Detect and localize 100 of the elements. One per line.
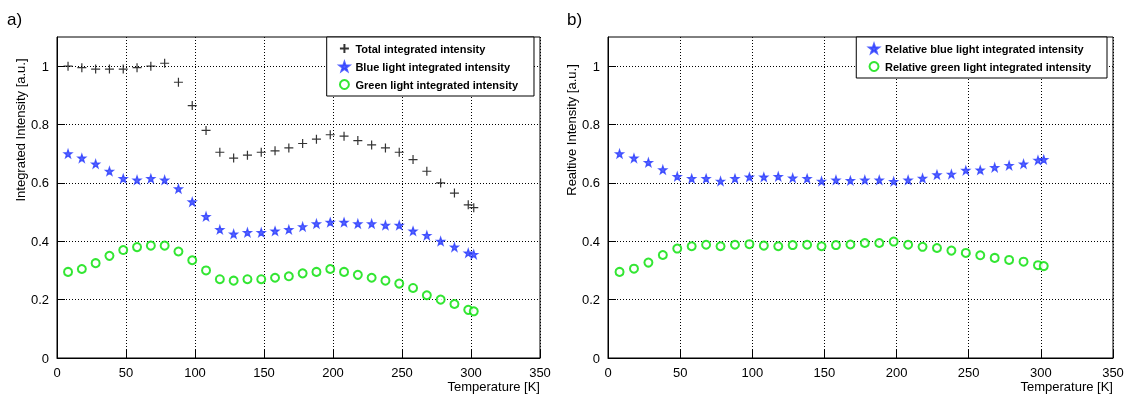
- point: [91, 159, 101, 169]
- point: [132, 175, 142, 185]
- point: [366, 272, 377, 283]
- point: [160, 175, 170, 185]
- point: [63, 149, 73, 159]
- point: [298, 222, 308, 232]
- point: [874, 175, 884, 185]
- point: [932, 170, 942, 180]
- point: [643, 157, 653, 168]
- point: [758, 240, 769, 251]
- point: [903, 239, 914, 250]
- y-tick-label: 0.2: [30, 292, 49, 308]
- point: [229, 229, 239, 239]
- y-tick-label: 0.6: [30, 175, 49, 191]
- point: [773, 241, 784, 252]
- point: [715, 241, 726, 252]
- point: [352, 269, 363, 280]
- point: [339, 217, 349, 227]
- point: [946, 245, 957, 256]
- point: [990, 162, 1000, 173]
- point: [146, 173, 156, 184]
- point: [242, 227, 253, 238]
- point: [629, 153, 639, 163]
- y-axis-title: Realtive Intensity [a.u.]: [564, 64, 579, 196]
- point: [831, 175, 841, 185]
- point: [131, 62, 143, 73]
- x-tick-label: 150: [253, 365, 275, 380]
- point: [132, 242, 143, 253]
- x-tick-label: 200: [885, 365, 908, 380]
- y-tick-label: 0.8: [30, 117, 49, 133]
- point: [104, 250, 115, 261]
- point: [256, 227, 266, 238]
- point: [1018, 159, 1029, 169]
- point: [744, 239, 755, 250]
- point: [845, 239, 856, 250]
- y-tick-label: 1: [41, 58, 49, 74]
- point: [859, 238, 870, 249]
- point: [90, 63, 101, 75]
- point: [201, 211, 211, 222]
- point: [816, 176, 827, 186]
- point: [917, 173, 928, 183]
- point: [380, 275, 391, 286]
- point: [975, 165, 985, 175]
- point: [463, 248, 473, 258]
- legend-label: Relative green light integrated intensity: [885, 60, 1092, 73]
- legend-label: Total integrated intensity: [355, 42, 487, 55]
- point: [701, 239, 712, 250]
- point: [63, 266, 74, 277]
- point: [339, 266, 350, 277]
- point: [145, 240, 156, 251]
- point: [118, 63, 129, 75]
- y-tick-label: 0.2: [581, 292, 600, 308]
- point: [421, 290, 432, 301]
- point: [201, 265, 212, 276]
- point: [687, 173, 697, 184]
- point: [311, 266, 322, 277]
- point: [614, 149, 625, 159]
- y-axis-title: Integrated Intensity [a.u.]: [13, 58, 28, 202]
- y-tick-label: 0.4: [30, 233, 49, 249]
- point: [297, 268, 308, 279]
- point: [1004, 160, 1014, 170]
- y-tick-label: 0.6: [581, 175, 600, 191]
- point: [889, 176, 899, 187]
- point: [989, 252, 1000, 263]
- point: [270, 272, 281, 283]
- x-tick-label: 50: [672, 365, 688, 380]
- point: [380, 220, 391, 230]
- point: [214, 274, 225, 285]
- point: [816, 241, 827, 252]
- point: [394, 220, 404, 230]
- point: [380, 142, 391, 153]
- point: [643, 257, 654, 268]
- point: [744, 172, 754, 182]
- point: [729, 239, 740, 250]
- point: [975, 250, 986, 261]
- point: [284, 225, 294, 235]
- point: [104, 166, 115, 176]
- point: [845, 175, 855, 186]
- chart-title: b): [567, 10, 583, 29]
- point: [1018, 256, 1029, 267]
- y-tick-label: 1: [592, 58, 600, 74]
- point: [946, 169, 956, 179]
- legend-label: Relative blue light integrated intensity: [885, 42, 1085, 55]
- y-tick-label: 0.4: [581, 233, 600, 249]
- point: [311, 134, 322, 145]
- point: [242, 274, 253, 285]
- point: [228, 275, 239, 286]
- point: [802, 239, 813, 250]
- point: [658, 165, 668, 175]
- point: [1039, 154, 1049, 165]
- point: [408, 226, 418, 236]
- x-tick-label: 350: [1102, 365, 1124, 380]
- point: [159, 240, 170, 251]
- point: [76, 264, 87, 274]
- point: [270, 226, 280, 236]
- point: [228, 153, 239, 164]
- point: [931, 242, 942, 253]
- point: [657, 249, 668, 260]
- point: [874, 238, 885, 249]
- point: [325, 217, 335, 227]
